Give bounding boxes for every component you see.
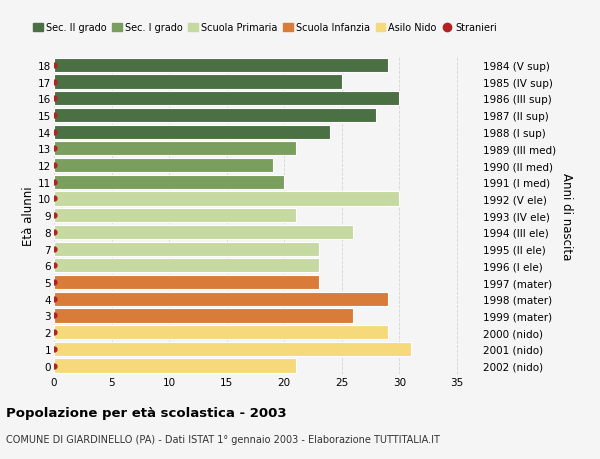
Bar: [54, 75, 342, 90]
Bar: [54, 109, 376, 123]
Bar: [54, 308, 353, 323]
Bar: [54, 358, 296, 373]
Bar: [54, 292, 388, 306]
Bar: [54, 59, 388, 73]
Bar: [54, 209, 296, 223]
Bar: [54, 259, 319, 273]
Bar: [54, 242, 319, 256]
Text: Popolazione per età scolastica - 2003: Popolazione per età scolastica - 2003: [6, 406, 287, 419]
Bar: [54, 142, 296, 156]
Bar: [54, 325, 388, 340]
Bar: [54, 225, 353, 240]
Bar: [54, 175, 284, 190]
Bar: [54, 342, 411, 356]
Bar: [54, 92, 400, 106]
Bar: [54, 125, 331, 140]
Y-axis label: Anni di nascita: Anni di nascita: [560, 172, 572, 259]
Bar: [54, 192, 400, 206]
Y-axis label: Età alunni: Età alunni: [22, 186, 35, 246]
Text: COMUNE DI GIARDINELLO (PA) - Dati ISTAT 1° gennaio 2003 - Elaborazione TUTTITALI: COMUNE DI GIARDINELLO (PA) - Dati ISTAT …: [6, 434, 440, 444]
Legend: Sec. II grado, Sec. I grado, Scuola Primaria, Scuola Infanzia, Asilo Nido, Stran: Sec. II grado, Sec. I grado, Scuola Prim…: [29, 19, 500, 37]
Bar: [54, 275, 319, 290]
Bar: [54, 159, 273, 173]
